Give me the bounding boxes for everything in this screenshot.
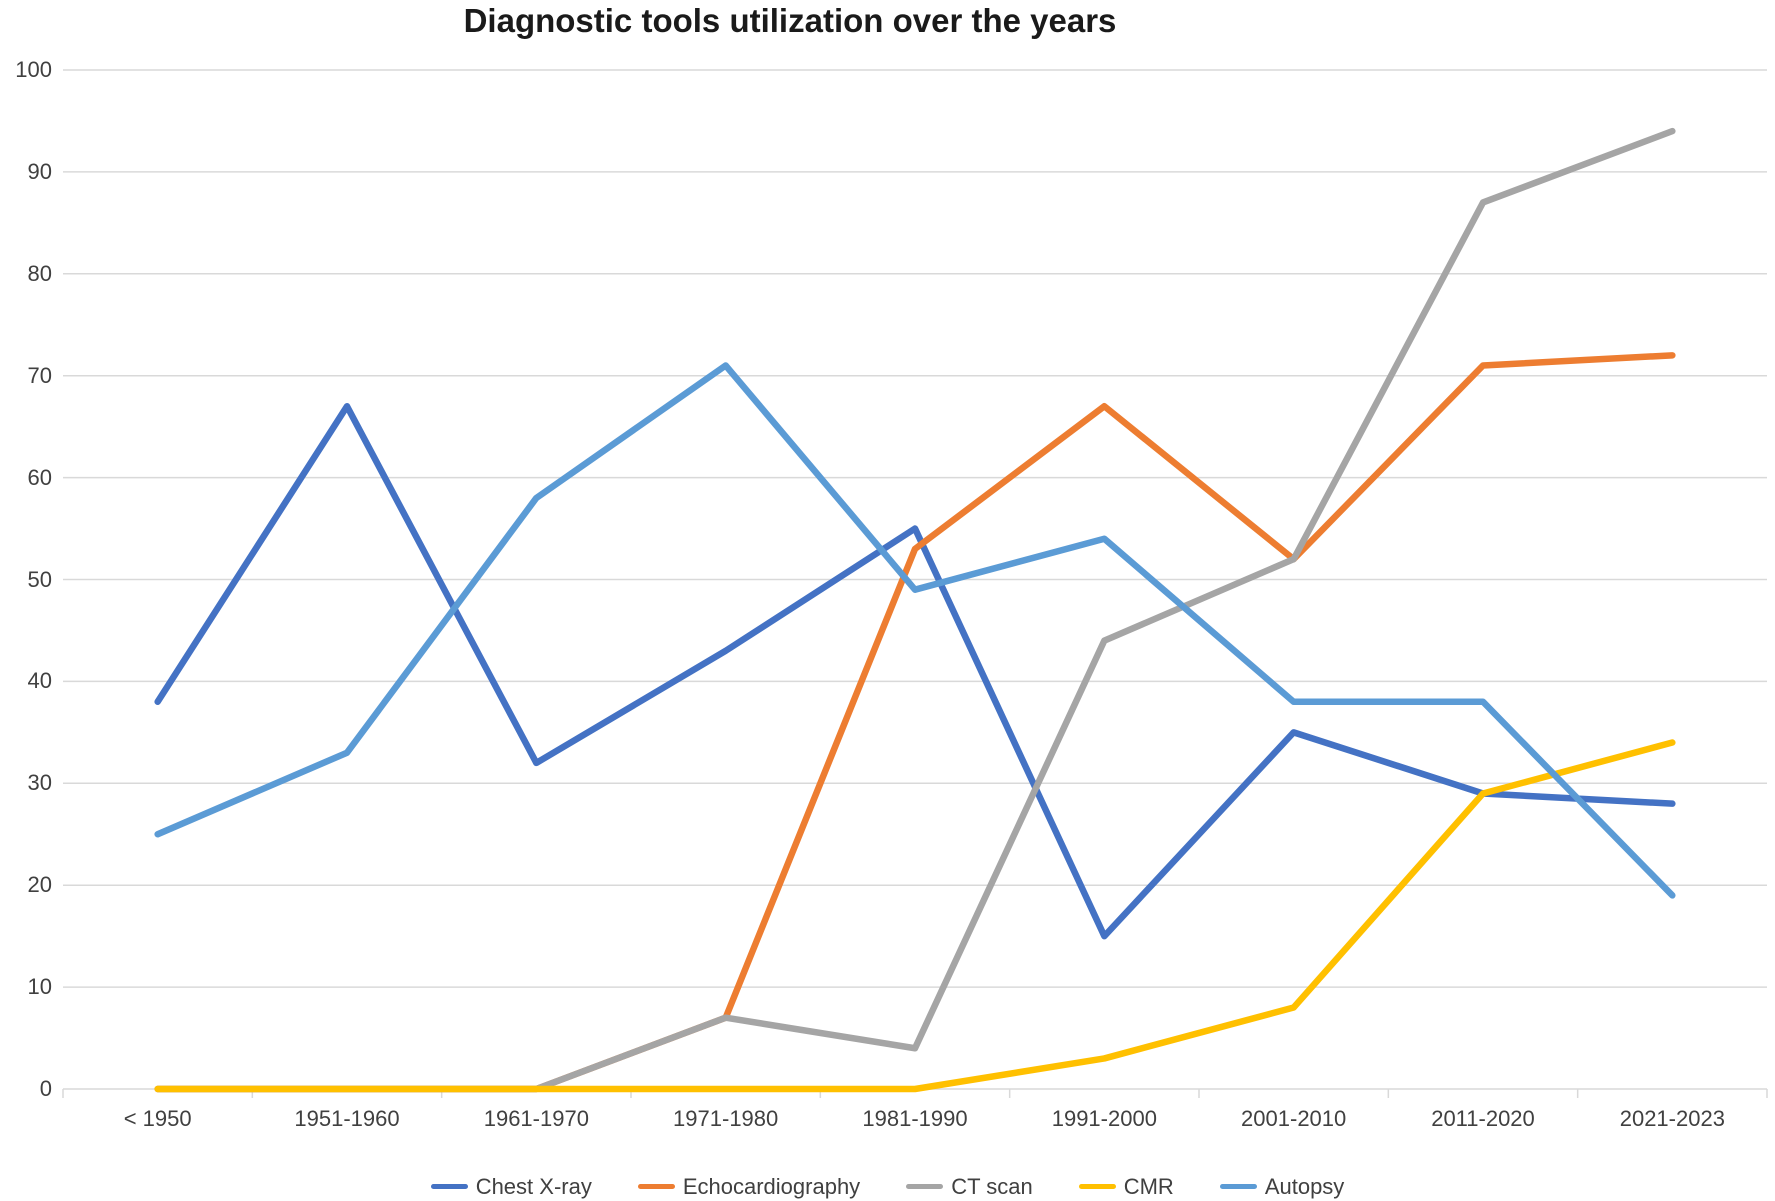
y-axis-tick-label: 100: [15, 57, 52, 82]
y-axis-tick-label: 40: [27, 668, 52, 694]
legend-label: CMR: [1123, 1173, 1174, 1199]
legend-item-chest-x-ray: Chest X-ray: [430, 1173, 592, 1200]
y-axis-tick-label: 0: [39, 1076, 52, 1101]
x-axis-category-label: 2011-2020: [1431, 1106, 1535, 1131]
x-axis-category-label: 2021-2023: [1619, 1106, 1725, 1131]
y-axis-tick-label: 90: [27, 158, 52, 184]
legend-swatch-ct-scan: [906, 1184, 944, 1189]
y-axis-tick-label: 20: [27, 872, 52, 898]
series-line-autopsy: [154, 362, 1676, 899]
y-axis-tick-label: 10: [27, 974, 52, 1000]
chart-title: Diagnostic tools utilization over the ye…: [463, 2, 1117, 39]
legend-label: Echocardiography: [682, 1173, 861, 1199]
legend-swatch-echocardiography: [637, 1184, 675, 1189]
y-axis-tick-label: 80: [27, 260, 52, 286]
series-line-echocardiography: [154, 352, 1676, 1093]
y-axis-tick-label: 70: [27, 362, 52, 388]
legend-item-cmr: CMR: [1078, 1173, 1174, 1200]
legend-label: Chest X-ray: [475, 1173, 592, 1199]
x-axis-category-label: 1981-1990: [862, 1106, 968, 1131]
legend-swatch-autopsy: [1219, 1184, 1257, 1189]
x-axis-category-label: 1991-2000: [1051, 1106, 1157, 1131]
y-axis-tick-label: 30: [27, 770, 52, 796]
legend-item-echocardiography: Echocardiography: [637, 1173, 861, 1200]
legend-item-autopsy: Autopsy: [1219, 1173, 1345, 1200]
legend-item-ct-scan: CT scan: [906, 1174, 1033, 1200]
x-axis-category-label: 1961-1970: [483, 1106, 589, 1131]
series-line-ct-scan: [154, 127, 1676, 1093]
series-line-chest-x-ray: [154, 403, 1676, 940]
x-axis-category-label: < 1950: [123, 1106, 192, 1131]
y-axis-tick-label: 50: [27, 566, 52, 592]
x-axis-category-label: 2001-2010: [1241, 1106, 1347, 1131]
legend-label: CT scan: [951, 1173, 1033, 1199]
x-axis-category-label: 1951-1960: [294, 1106, 400, 1131]
legend-swatch-cmr: [1078, 1184, 1116, 1189]
series-line-cmr: [154, 739, 1676, 1093]
y-axis-tick-label: 60: [27, 464, 52, 490]
legend-swatch-chest-x-ray: [430, 1184, 468, 1189]
legend-label: Autopsy: [1264, 1173, 1345, 1199]
legend: Chest X-ray Echocardiography CT scan CMR Aut…: [0, 1172, 1775, 1201]
x-axis-category-label: 1971-1980: [673, 1106, 779, 1131]
